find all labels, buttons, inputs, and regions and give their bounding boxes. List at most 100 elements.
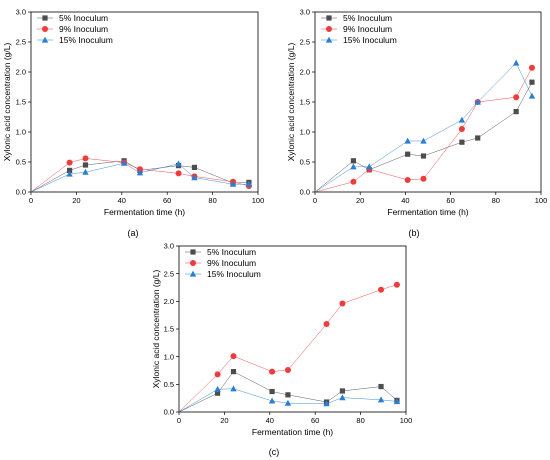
y-axis-title: Xylonic acid concentration (g/L)	[151, 270, 161, 389]
y-tick-label: 3.0	[300, 8, 310, 17]
y-tick-label: 1.0	[16, 128, 26, 137]
legend-marker	[189, 270, 197, 277]
data-point	[378, 383, 384, 390]
legend-marker	[326, 26, 332, 32]
data-point	[214, 390, 221, 396]
y-tick-label: 1.0	[300, 128, 310, 137]
legend-marker	[190, 249, 196, 255]
legend-marker	[325, 36, 333, 43]
y-tick-label: 3.0	[164, 242, 174, 251]
data-point	[420, 153, 427, 159]
legend-label: 9% Inoculum	[59, 24, 108, 34]
data-point	[66, 159, 73, 166]
series-2	[178, 281, 400, 413]
y-tick-label: 1.5	[300, 98, 310, 107]
legend-marker	[41, 36, 49, 43]
data-point	[420, 175, 427, 182]
x-tick-label: 40	[401, 196, 409, 205]
data-point	[66, 167, 73, 173]
series-2	[314, 64, 535, 193]
x-axis-title: Fermentation time (h)	[104, 207, 185, 217]
series-3	[30, 159, 253, 193]
legend-label: 5% Inoculum	[59, 13, 108, 23]
x-tick-label: 80	[492, 196, 500, 205]
series-line	[314, 62, 533, 193]
x-tick-label: 80	[208, 196, 216, 205]
data-point	[350, 163, 357, 170]
series-line	[314, 67, 533, 193]
data-point	[350, 178, 357, 185]
y-tick-label: 2.5	[16, 38, 26, 47]
data-point	[269, 388, 275, 395]
y-tick-label: 1.5	[16, 98, 26, 107]
data-point	[230, 369, 237, 375]
y-tick-label: 1.0	[164, 352, 174, 361]
series-3	[314, 59, 536, 193]
data-point	[136, 169, 144, 176]
x-tick-label: 20	[356, 196, 364, 205]
data-point	[284, 399, 292, 406]
y-tick-label: 0.0	[300, 188, 310, 197]
data-point	[284, 366, 291, 373]
legend-label: 9% Inoculum	[207, 258, 256, 268]
y-tick-label: 2.0	[16, 68, 26, 77]
x-tick-label: 100	[400, 416, 413, 425]
y-tick-label: 0.5	[300, 158, 310, 167]
data-point	[269, 368, 276, 375]
data-point	[245, 180, 253, 187]
legend-marker	[42, 26, 48, 32]
y-tick-label: 1.5	[164, 325, 174, 334]
legend-label: 15% Inoculum	[207, 269, 261, 279]
data-point	[214, 371, 221, 378]
legend-label: 15% Inoculum	[343, 35, 397, 45]
legend-label: 5% Inoculum	[343, 13, 392, 23]
data-point	[214, 385, 221, 392]
data-point	[82, 168, 89, 175]
chart-panel-3: 0 20 40 60 80 100 0.0 0.5 1.0 1.5 2.0 2.5 3.0 Ferment…	[151, 242, 412, 457]
x-tick-label: 80	[356, 416, 364, 425]
y-tick-label: 2.5	[300, 38, 310, 47]
chart-panel-1: 0 20 40 60 80 100 0.0 0.5 1.0 1.5 2.0 2.5 3.0 Ferment…	[2, 8, 264, 238]
y-tick-label: 0.5	[164, 380, 174, 389]
x-tick-label: 0	[177, 416, 181, 425]
data-point	[230, 385, 237, 392]
legend-label: 5% Inoculum	[207, 247, 256, 257]
data-point	[268, 397, 276, 404]
x-tick-label: 20	[220, 416, 228, 425]
x-tick-label: 100	[252, 196, 265, 205]
series-line	[178, 371, 398, 413]
x-tick-label: 60	[163, 196, 171, 205]
data-point	[458, 126, 465, 132]
y-tick-label: 3.0	[16, 8, 26, 17]
x-axis-title: Fermentation time (h)	[252, 427, 333, 437]
data-point	[378, 286, 385, 293]
x-tick-label: 40	[118, 196, 126, 205]
y-tick-label: 0.0	[16, 188, 26, 197]
data-point	[528, 64, 535, 71]
data-point	[459, 139, 465, 145]
data-point	[339, 394, 346, 401]
data-point	[393, 398, 401, 405]
data-point	[512, 59, 520, 66]
y-tick-label: 0.0	[164, 408, 174, 417]
data-point	[339, 388, 346, 394]
y-tick-label: 2.0	[164, 297, 174, 306]
data-point	[175, 170, 182, 177]
y-axis-title: Xylonic acid concentration (g/L)	[286, 43, 296, 162]
data-point	[136, 166, 143, 173]
data-point	[339, 300, 346, 307]
data-point	[529, 79, 535, 85]
panel-label: (a)	[128, 228, 139, 238]
data-point	[528, 92, 536, 99]
legend-marker	[326, 15, 332, 21]
x-axis-title: Fermentation time (h)	[387, 207, 468, 217]
legend-marker	[42, 15, 48, 21]
data-point	[393, 281, 400, 288]
x-tick-label: 60	[311, 416, 319, 425]
legend-label: 15% Inoculum	[59, 35, 113, 45]
data-point	[120, 159, 128, 166]
series-line	[314, 82, 533, 193]
y-axis-title: Xylonic acid concentration (g/L)	[2, 43, 12, 162]
